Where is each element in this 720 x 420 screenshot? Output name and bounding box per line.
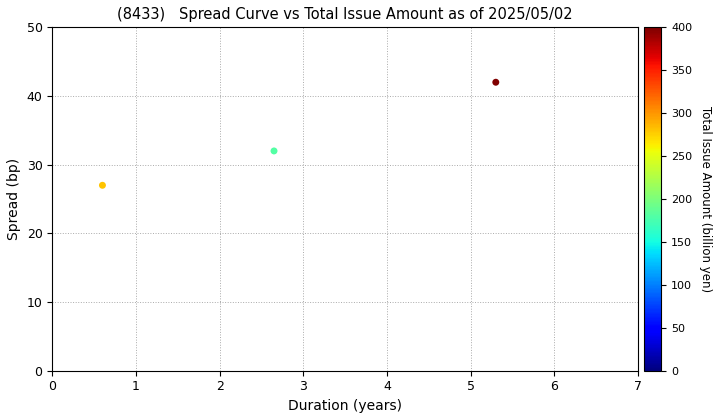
Title: (8433)   Spread Curve vs Total Issue Amount as of 2025/05/02: (8433) Spread Curve vs Total Issue Amoun…	[117, 7, 573, 22]
Point	[96, 182, 108, 189]
Y-axis label: Total Issue Amount (billion yen): Total Issue Amount (billion yen)	[698, 106, 711, 292]
Point	[490, 79, 502, 86]
Y-axis label: Spread (bp): Spread (bp)	[7, 158, 21, 240]
X-axis label: Duration (years): Duration (years)	[288, 399, 402, 413]
Point	[269, 147, 280, 154]
